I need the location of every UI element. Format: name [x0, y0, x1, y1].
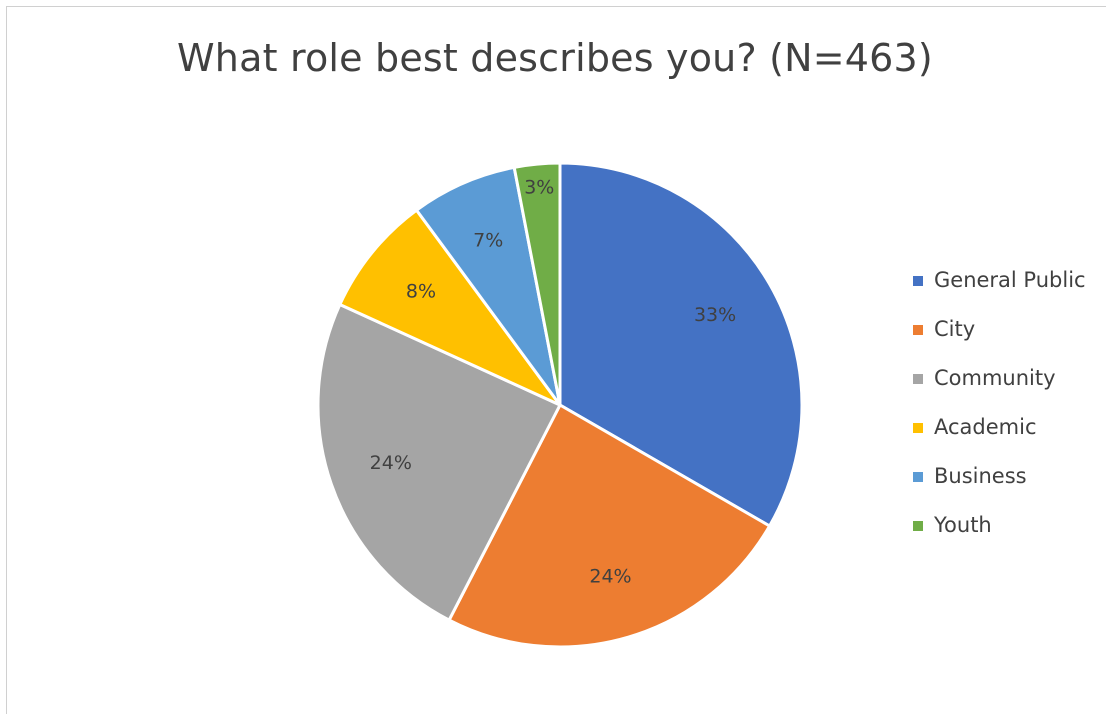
- legend-item-business: Business: [913, 464, 1027, 488]
- data-label-business: 7%: [473, 229, 503, 251]
- legend-item-community: Community: [913, 366, 1056, 390]
- pie-slice-community: [316, 302, 562, 622]
- legend-label-city: City: [934, 317, 975, 341]
- legend-item-youth: Youth: [913, 513, 992, 537]
- chart-title: What role best describes you? (N=463): [177, 36, 933, 80]
- pie-slices: [316, 161, 804, 649]
- legend-swatch-community: [913, 374, 923, 384]
- legend-label-business: Business: [934, 464, 1027, 488]
- legend-label-general-public: General Public: [934, 268, 1086, 292]
- pie-slice-general-public: [558, 161, 804, 528]
- legend-label-youth: Youth: [933, 513, 992, 537]
- chart-legend: General Public City Community Academic Busin…: [913, 268, 1086, 537]
- pie-slice-academic: [338, 208, 562, 407]
- legend-swatch-youth: [913, 521, 923, 531]
- legend-item-city: City: [913, 317, 975, 341]
- data-label-academic: 8%: [406, 281, 436, 303]
- legend-label-community: Community: [934, 366, 1056, 390]
- legend-item-general-public: General Public: [913, 268, 1086, 292]
- data-label-city: 24%: [589, 565, 631, 587]
- legend-swatch-general-public: [913, 276, 923, 286]
- legend-swatch-city: [913, 325, 923, 335]
- data-label-community: 24%: [370, 452, 412, 474]
- legend-item-academic: Academic: [913, 415, 1037, 439]
- data-label-youth: 3%: [524, 177, 554, 199]
- data-label-general-public: 33%: [694, 304, 736, 326]
- legend-swatch-business: [913, 472, 923, 482]
- pie-data-labels: 33% 24% 24% 8% 7% 3%: [370, 177, 737, 588]
- legend-label-academic: Academic: [934, 415, 1037, 439]
- pie-slice-youth: [512, 161, 562, 407]
- legend-swatch-academic: [913, 423, 923, 433]
